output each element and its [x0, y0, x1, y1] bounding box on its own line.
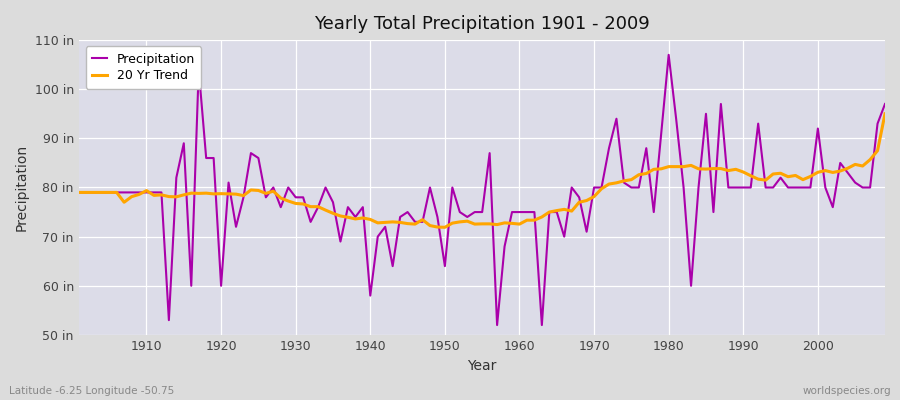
Text: Latitude -6.25 Longitude -50.75: Latitude -6.25 Longitude -50.75 [9, 386, 175, 396]
20 Yr Trend [521, 218, 532, 222]
Legend: Precipitation, 20 Yr Trend: Precipitation, 20 Yr Trend [86, 46, 202, 89]
20 Yr Trend [611, 180, 622, 185]
20 Yr Trend [439, 225, 450, 230]
Precipitation [514, 210, 525, 214]
Precipitation [133, 190, 144, 195]
20 Yr Trend [514, 222, 525, 226]
20 Yr Trend [879, 112, 890, 116]
20 Yr Trend [74, 190, 85, 195]
20 Yr Trend [298, 202, 309, 206]
20 Yr Trend [133, 192, 144, 197]
Precipitation [298, 195, 309, 200]
Precipitation [74, 190, 85, 195]
Precipitation [663, 52, 674, 57]
Line: Precipitation: Precipitation [79, 55, 885, 325]
Precipitation [611, 116, 622, 121]
X-axis label: Year: Year [467, 359, 497, 373]
20 Yr Trend [343, 215, 354, 220]
Precipitation [491, 323, 502, 328]
Precipitation [343, 205, 354, 210]
Precipitation [521, 210, 532, 214]
Title: Yearly Total Precipitation 1901 - 2009: Yearly Total Precipitation 1901 - 2009 [314, 15, 650, 33]
Precipitation [879, 102, 890, 106]
Text: worldspecies.org: worldspecies.org [803, 386, 891, 396]
Y-axis label: Precipitation: Precipitation [15, 144, 29, 231]
Line: 20 Yr Trend: 20 Yr Trend [79, 114, 885, 227]
